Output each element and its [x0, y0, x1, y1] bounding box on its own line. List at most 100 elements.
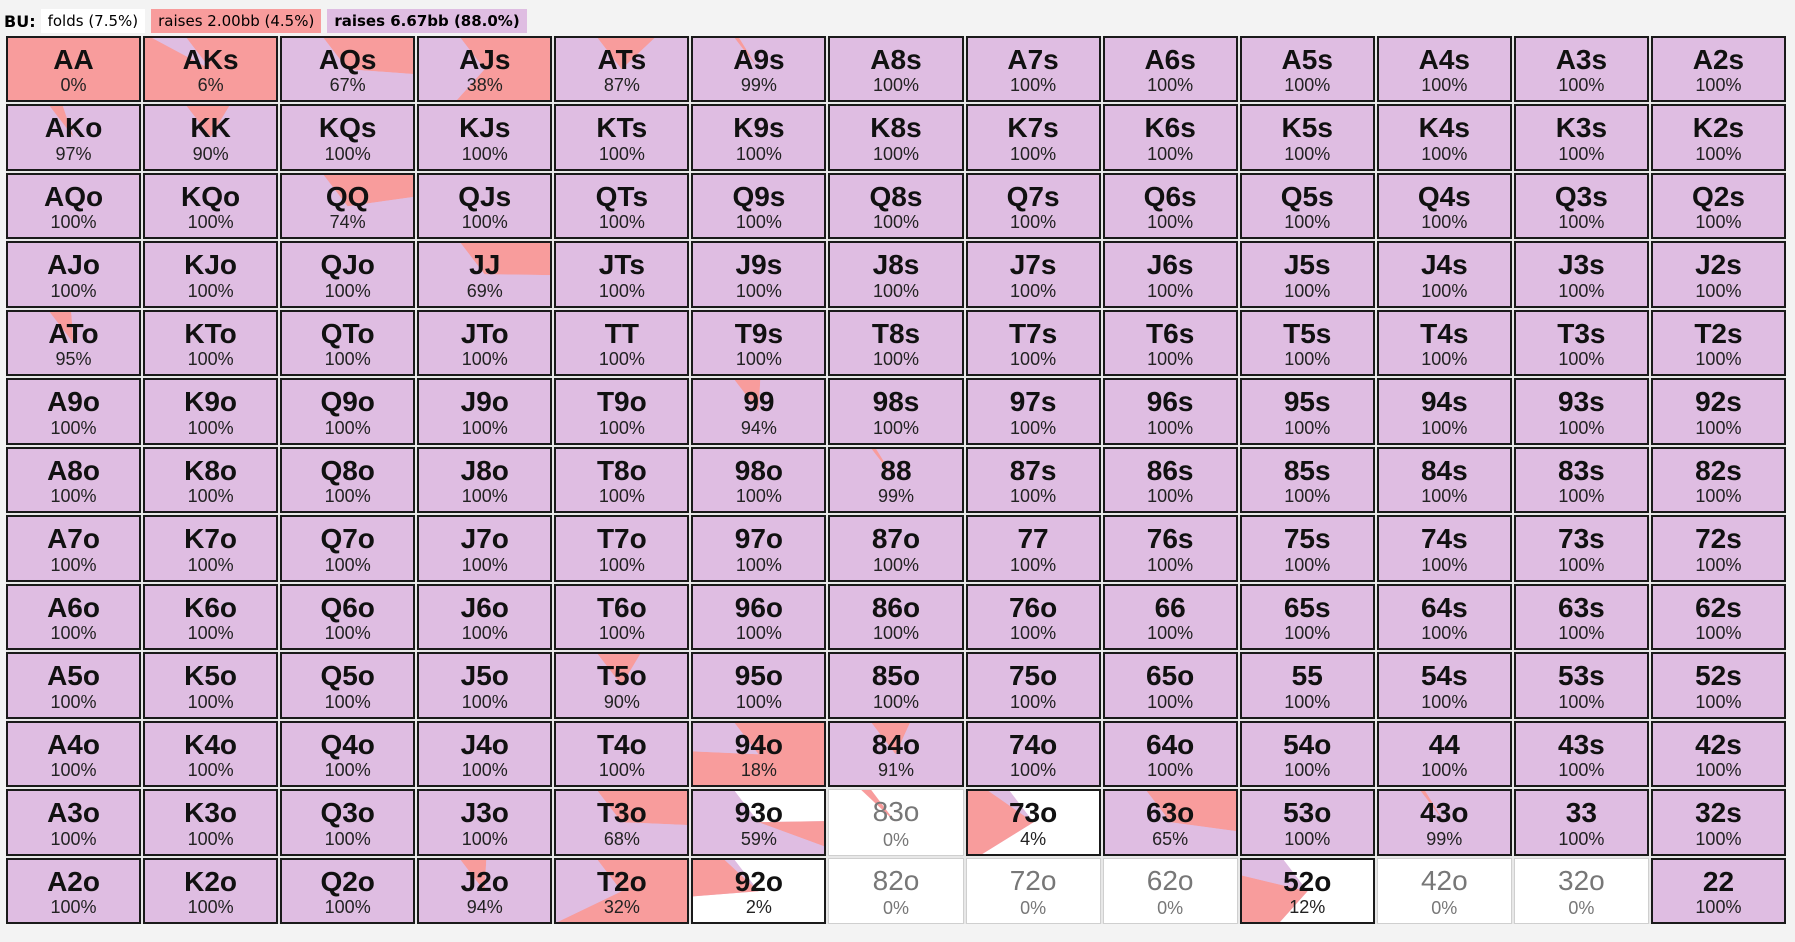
hand-cell-97s[interactable]: 97s 100% — [965, 378, 1101, 445]
hand-cell-KK[interactable]: KK 90% — [143, 104, 279, 171]
hand-cell-T8o[interactable]: T8o 100% — [554, 446, 690, 514]
hand-cell-65o[interactable]: 65o 100% — [1102, 652, 1238, 719]
legend-raise-big[interactable]: raises 6.67bb (88.0%) — [327, 9, 527, 33]
hand-cell-Q5s[interactable]: Q5s 100% — [1239, 172, 1375, 240]
hand-cell-A8s[interactable]: A8s 100% — [828, 36, 964, 103]
hand-cell-55[interactable]: 55 100% — [1239, 652, 1375, 719]
hand-cell-J5s[interactable]: J5s 100% — [1239, 241, 1375, 308]
hand-cell-T7o[interactable]: T7o 100% — [554, 515, 690, 582]
hand-cell-54s[interactable]: 54s 100% — [1376, 652, 1512, 719]
hand-cell-AQo[interactable]: AQo 100% — [6, 172, 142, 240]
hand-cell-96s[interactable]: 96s 100% — [1102, 378, 1238, 445]
hand-cell-Q7s[interactable]: Q7s 100% — [965, 172, 1101, 240]
hand-cell-AQs[interactable]: AQs 67% — [280, 36, 416, 103]
hand-cell-43o[interactable]: 43o 99% — [1376, 789, 1512, 856]
hand-cell-T3s[interactable]: T3s 100% — [1513, 309, 1649, 377]
hand-cell-K8s[interactable]: K8s 100% — [828, 104, 964, 171]
hand-cell-87s[interactable]: 87s 100% — [965, 446, 1101, 514]
hand-cell-QTs[interactable]: QTs 100% — [554, 172, 690, 240]
hand-cell-Q6s[interactable]: Q6s 100% — [1102, 172, 1238, 240]
hand-cell-92o[interactable]: 92o 2% — [691, 857, 827, 924]
hand-cell-66[interactable]: 66 100% — [1102, 583, 1238, 651]
hand-cell-T5o[interactable]: T5o 90% — [554, 652, 690, 719]
hand-cell-J2s[interactable]: J2s 100% — [1650, 241, 1786, 308]
hand-cell-86o[interactable]: 86o 100% — [828, 583, 964, 651]
hand-cell-75o[interactable]: 75o 100% — [965, 652, 1101, 719]
hand-cell-62o[interactable]: 62o 0% — [1102, 857, 1238, 924]
hand-cell-K3s[interactable]: K3s 100% — [1513, 104, 1649, 171]
hand-cell-95o[interactable]: 95o 100% — [691, 652, 827, 719]
hand-cell-Q3o[interactable]: Q3o 100% — [280, 789, 416, 856]
hand-cell-Q9s[interactable]: Q9s 100% — [691, 172, 827, 240]
legend-raise-small[interactable]: raises 2.00bb (4.5%) — [151, 9, 322, 33]
hand-cell-98o[interactable]: 98o 100% — [691, 446, 827, 514]
hand-cell-Q9o[interactable]: Q9o 100% — [280, 378, 416, 445]
hand-cell-K4s[interactable]: K4s 100% — [1376, 104, 1512, 171]
hand-cell-J6o[interactable]: J6o 100% — [417, 583, 553, 651]
hand-cell-Q8o[interactable]: Q8o 100% — [280, 446, 416, 514]
hand-cell-94o[interactable]: 94o 18% — [691, 720, 827, 788]
hand-cell-97o[interactable]: 97o 100% — [691, 515, 827, 582]
hand-cell-J8s[interactable]: J8s 100% — [828, 241, 964, 308]
hand-cell-94s[interactable]: 94s 100% — [1376, 378, 1512, 445]
hand-cell-54o[interactable]: 54o 100% — [1239, 720, 1375, 788]
hand-cell-KTo[interactable]: KTo 100% — [143, 309, 279, 377]
hand-cell-T2o[interactable]: T2o 32% — [554, 857, 690, 924]
hand-cell-ATs[interactable]: ATs 87% — [554, 36, 690, 103]
hand-cell-87o[interactable]: 87o 100% — [828, 515, 964, 582]
hand-cell-K4o[interactable]: K4o 100% — [143, 720, 279, 788]
hand-cell-J9o[interactable]: J9o 100% — [417, 378, 553, 445]
hand-cell-QJo[interactable]: QJo 100% — [280, 241, 416, 308]
hand-cell-Q7o[interactable]: Q7o 100% — [280, 515, 416, 582]
hand-cell-K5s[interactable]: K5s 100% — [1239, 104, 1375, 171]
hand-cell-A7o[interactable]: A7o 100% — [6, 515, 142, 582]
hand-cell-83s[interactable]: 83s 100% — [1513, 446, 1649, 514]
hand-cell-44[interactable]: 44 100% — [1376, 720, 1512, 788]
hand-cell-A4s[interactable]: A4s 100% — [1376, 36, 1512, 103]
hand-cell-A6o[interactable]: A6o 100% — [6, 583, 142, 651]
hand-cell-J4o[interactable]: J4o 100% — [417, 720, 553, 788]
hand-cell-Q6o[interactable]: Q6o 100% — [280, 583, 416, 651]
hand-cell-KQs[interactable]: KQs 100% — [280, 104, 416, 171]
hand-cell-Q2o[interactable]: Q2o 100% — [280, 857, 416, 924]
hand-cell-K2s[interactable]: K2s 100% — [1650, 104, 1786, 171]
hand-cell-A4o[interactable]: A4o 100% — [6, 720, 142, 788]
hand-cell-77[interactable]: 77 100% — [965, 515, 1101, 582]
hand-cell-K6s[interactable]: K6s 100% — [1102, 104, 1238, 171]
hand-cell-74s[interactable]: 74s 100% — [1376, 515, 1512, 582]
hand-cell-JJ[interactable]: JJ 69% — [417, 241, 553, 308]
hand-cell-72s[interactable]: 72s 100% — [1650, 515, 1786, 582]
hand-cell-K2o[interactable]: K2o 100% — [143, 857, 279, 924]
hand-cell-32o[interactable]: 32o 0% — [1513, 857, 1649, 924]
hand-cell-K7s[interactable]: K7s 100% — [965, 104, 1101, 171]
hand-cell-64o[interactable]: 64o 100% — [1102, 720, 1238, 788]
hand-cell-75s[interactable]: 75s 100% — [1239, 515, 1375, 582]
hand-cell-62s[interactable]: 62s 100% — [1650, 583, 1786, 651]
hand-cell-85s[interactable]: 85s 100% — [1239, 446, 1375, 514]
hand-cell-Q3s[interactable]: Q3s 100% — [1513, 172, 1649, 240]
hand-cell-AJo[interactable]: AJo 100% — [6, 241, 142, 308]
hand-cell-A7s[interactable]: A7s 100% — [965, 36, 1101, 103]
hand-cell-A5o[interactable]: A5o 100% — [6, 652, 142, 719]
hand-cell-63s[interactable]: 63s 100% — [1513, 583, 1649, 651]
hand-cell-J2o[interactable]: J2o 94% — [417, 857, 553, 924]
hand-cell-73s[interactable]: 73s 100% — [1513, 515, 1649, 582]
hand-cell-Q4s[interactable]: Q4s 100% — [1376, 172, 1512, 240]
hand-cell-A9o[interactable]: A9o 100% — [6, 378, 142, 445]
hand-cell-KJs[interactable]: KJs 100% — [417, 104, 553, 171]
hand-cell-98s[interactable]: 98s 100% — [828, 378, 964, 445]
hand-cell-J8o[interactable]: J8o 100% — [417, 446, 553, 514]
hand-cell-J5o[interactable]: J5o 100% — [417, 652, 553, 719]
hand-cell-52o[interactable]: 52o 12% — [1239, 857, 1375, 924]
hand-cell-T4o[interactable]: T4o 100% — [554, 720, 690, 788]
hand-cell-T6s[interactable]: T6s 100% — [1102, 309, 1238, 377]
hand-cell-T9o[interactable]: T9o 100% — [554, 378, 690, 445]
hand-cell-K3o[interactable]: K3o 100% — [143, 789, 279, 856]
hand-cell-K7o[interactable]: K7o 100% — [143, 515, 279, 582]
hand-cell-82o[interactable]: 82o 0% — [828, 857, 964, 924]
hand-cell-T3o[interactable]: T3o 68% — [554, 789, 690, 856]
hand-cell-A9s[interactable]: A9s 99% — [691, 36, 827, 103]
hand-cell-84s[interactable]: 84s 100% — [1376, 446, 1512, 514]
hand-cell-A3s[interactable]: A3s 100% — [1513, 36, 1649, 103]
hand-cell-TT[interactable]: TT 100% — [554, 309, 690, 377]
